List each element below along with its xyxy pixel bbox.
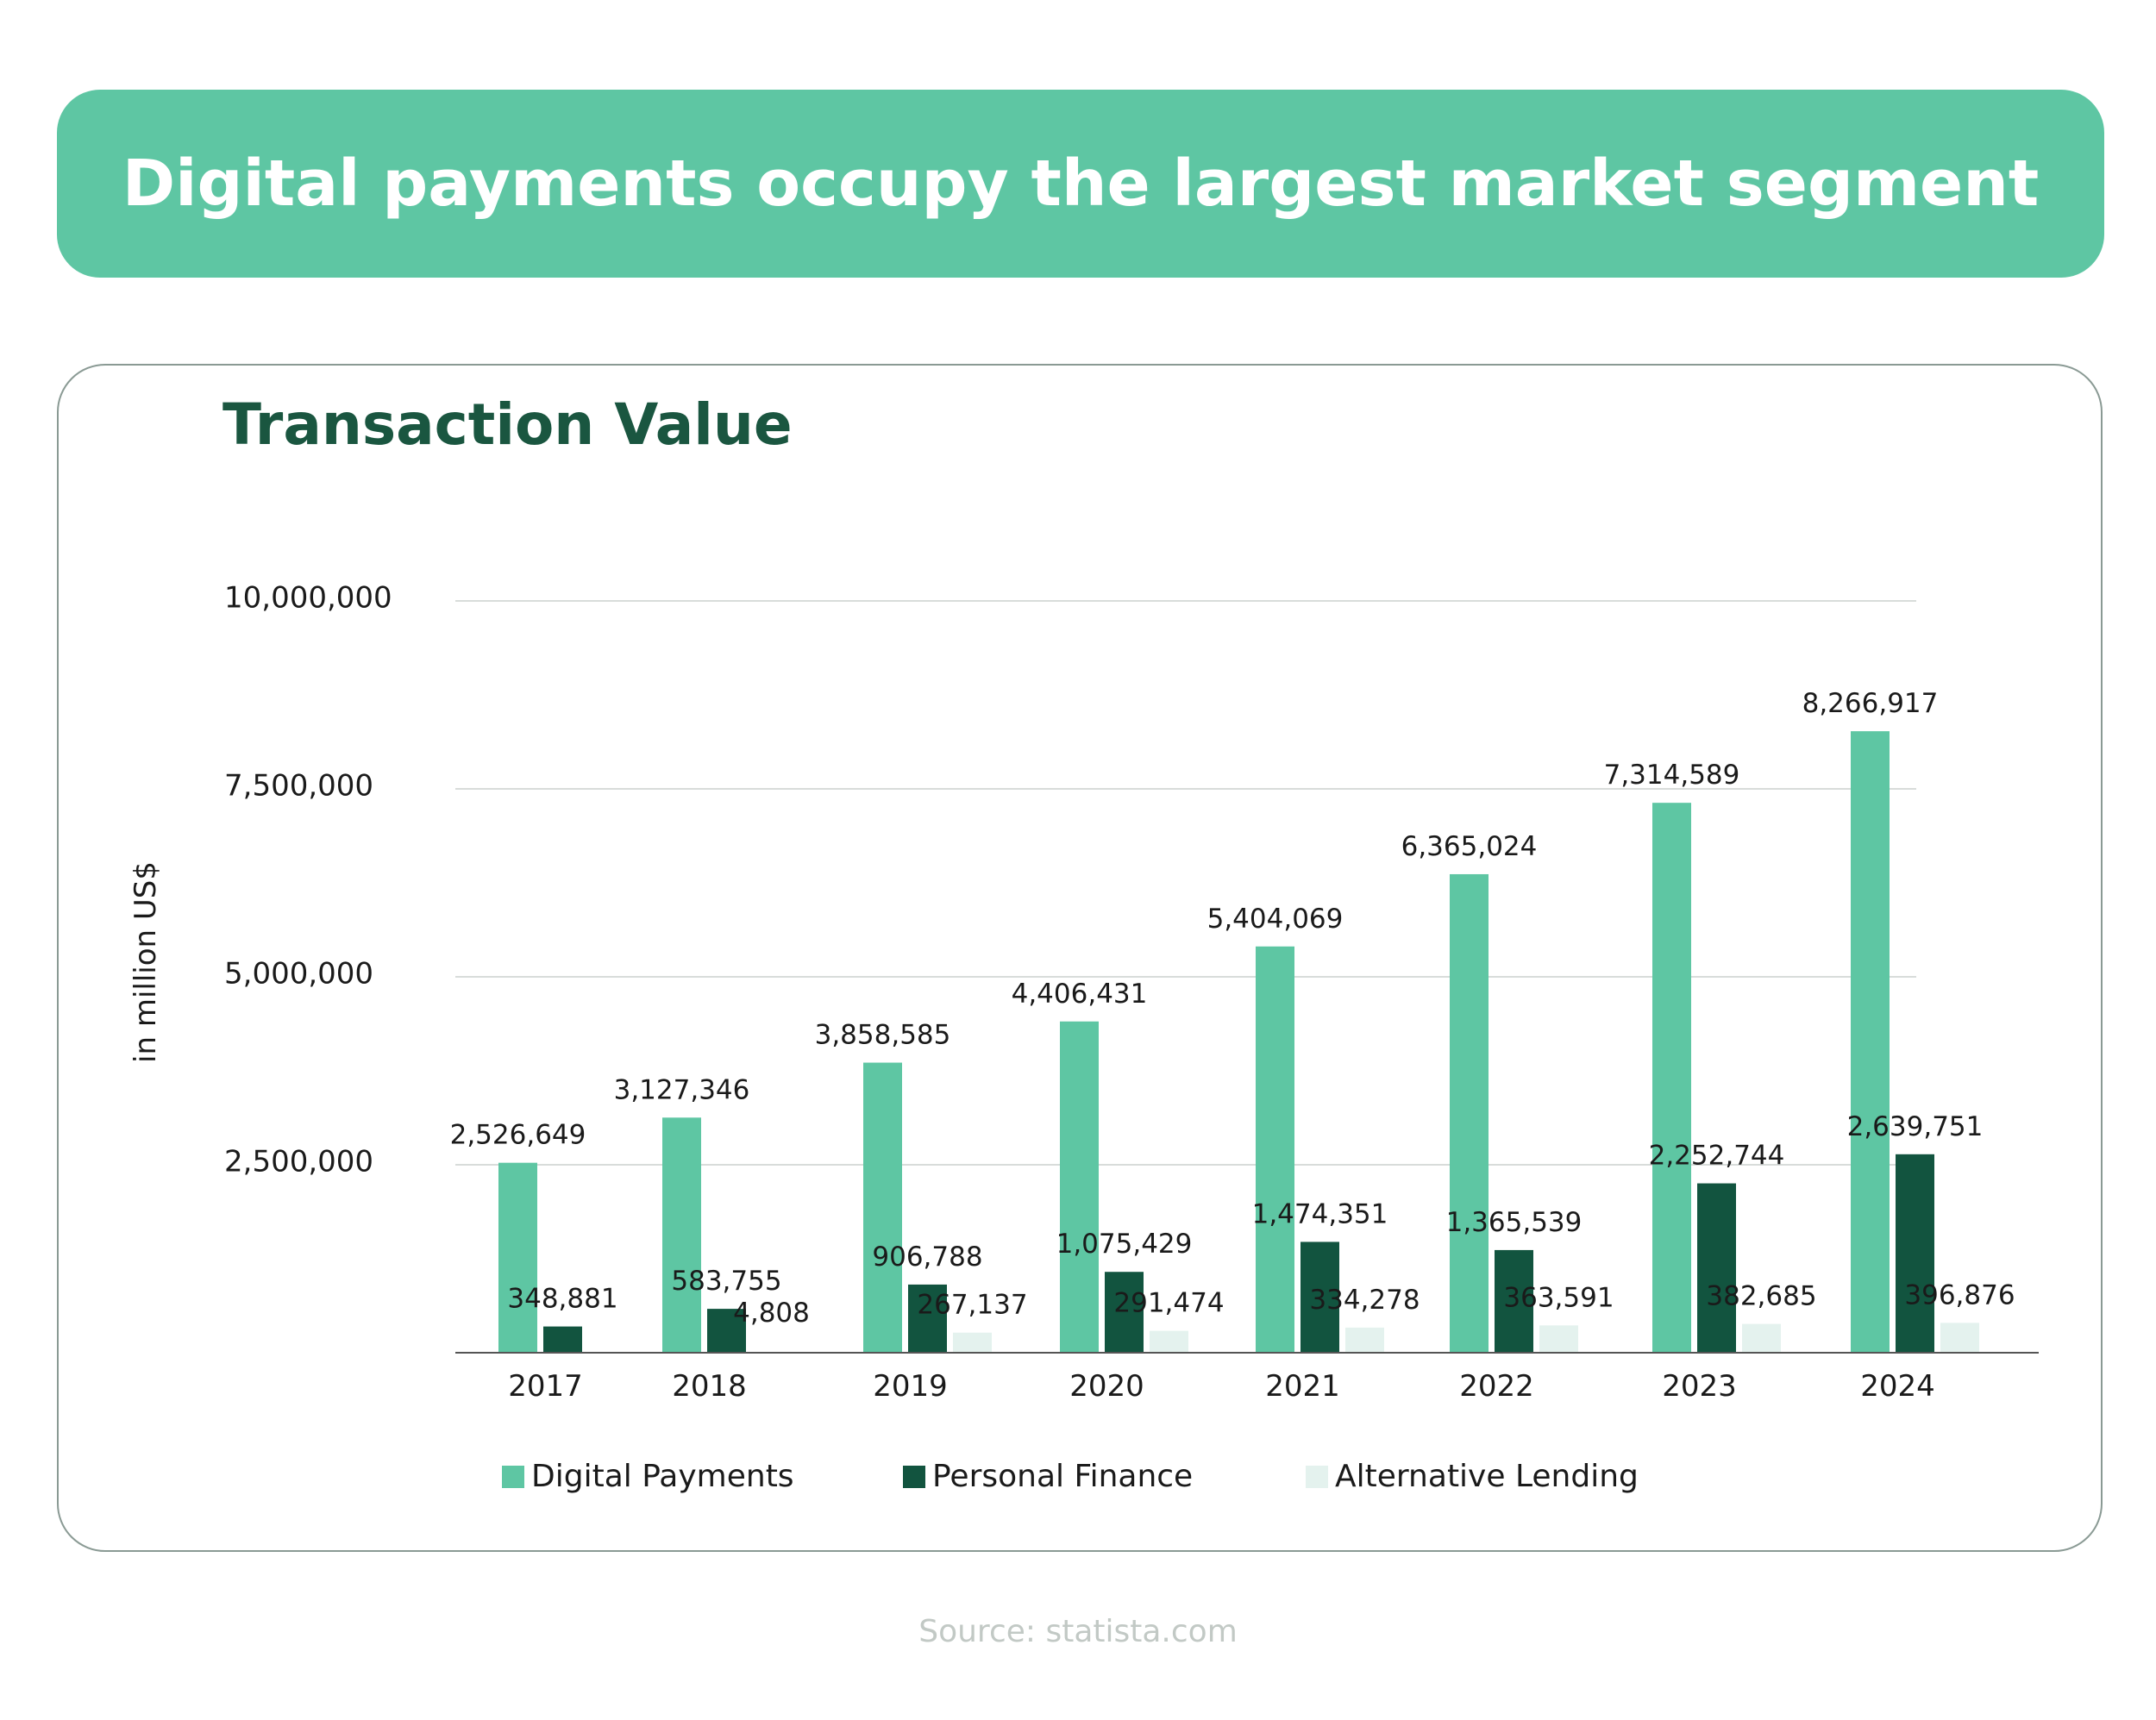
- chart-card: Transaction Value 2,500,000 5,000,000 7,50…: [57, 364, 2103, 1552]
- bar-digital-payments: [662, 1117, 701, 1353]
- bar-chart: 2,500,000 5,000,000 7,500,000 10,000,000 in …: [128, 581, 2039, 1494]
- x-tick-label: 2017: [508, 1369, 583, 1404]
- bar-personal-finance: [1896, 1154, 1934, 1353]
- source-note: Source: statista.com: [918, 1614, 1238, 1649]
- chart-title: Transaction Value: [222, 391, 793, 458]
- bar-alternative-lending: [1345, 1327, 1384, 1353]
- bar-digital-payments: [1652, 803, 1691, 1353]
- bar-personal-finance: [707, 1309, 746, 1353]
- bar-personal-finance: [908, 1284, 947, 1353]
- data-label: 3,858,585: [815, 1020, 951, 1051]
- data-label: 4,406,431: [1012, 979, 1148, 1010]
- page-title: Digital payments occupy the largest mark…: [122, 147, 2040, 221]
- x-tick-label: 2021: [1265, 1369, 1340, 1404]
- data-label: 3,127,346: [614, 1074, 750, 1105]
- data-label: 267,137: [917, 1290, 1027, 1321]
- data-label: 6,365,024: [1401, 831, 1538, 862]
- bar-alternative-lending: [1742, 1323, 1781, 1353]
- data-label: 7,314,589: [1604, 760, 1740, 791]
- data-label: 583,755: [671, 1266, 781, 1297]
- data-label: 2,639,751: [1847, 1111, 1984, 1142]
- bar-digital-payments: [1060, 1021, 1099, 1353]
- bar-personal-finance: [1697, 1183, 1736, 1353]
- x-tick-label: 2020: [1069, 1369, 1144, 1404]
- legend-swatch: [502, 1466, 524, 1488]
- legend-label: Alternative Lending: [1335, 1459, 1639, 1494]
- bar-alternative-lending: [1940, 1323, 1979, 1353]
- data-label: 906,788: [872, 1242, 982, 1273]
- bar-digital-payments: [863, 1062, 902, 1353]
- data-label: 363,591: [1503, 1282, 1614, 1313]
- legend-label: Digital Payments: [531, 1459, 794, 1494]
- data-label: 1,075,429: [1056, 1229, 1193, 1260]
- data-label: 396,876: [1904, 1279, 2015, 1310]
- y-tick-label: 5,000,000: [224, 957, 373, 991]
- legend-swatch: [903, 1466, 925, 1488]
- bar-alternative-lending: [953, 1332, 992, 1353]
- data-label: 1,474,351: [1252, 1198, 1388, 1229]
- data-label: 8,266,917: [1802, 688, 1939, 719]
- x-tick-label: 2019: [873, 1369, 948, 1404]
- data-label: 1,365,539: [1446, 1207, 1583, 1238]
- data-label: 2,252,744: [1649, 1141, 1785, 1172]
- bar-digital-payments: [1851, 731, 1890, 1353]
- x-tick-label: 2024: [1860, 1369, 1935, 1404]
- data-label: 4,808: [733, 1298, 810, 1329]
- y-axis-title: in million US$: [128, 861, 163, 1063]
- x-tick-label: 2022: [1459, 1369, 1534, 1404]
- y-tick-label: 7,500,000: [224, 769, 373, 804]
- x-tick-label: 2018: [672, 1369, 747, 1404]
- bar-personal-finance: [1495, 1249, 1533, 1353]
- data-label: 5,404,069: [1207, 904, 1344, 935]
- data-label: 334,278: [1309, 1285, 1420, 1316]
- bar-digital-payments: [1450, 873, 1489, 1353]
- data-label: 348,881: [507, 1284, 617, 1315]
- bar-personal-finance: [543, 1326, 582, 1353]
- data-label: 2,526,649: [450, 1120, 586, 1151]
- y-tick-label: 2,500,000: [224, 1145, 373, 1179]
- legend-swatch: [1306, 1466, 1328, 1488]
- bar-digital-payments: [498, 1162, 537, 1353]
- legend-label: Personal Finance: [932, 1459, 1193, 1494]
- data-label: 291,474: [1113, 1288, 1224, 1319]
- bar-digital-payments: [1256, 946, 1294, 1353]
- y-tick-label: 10,000,000: [224, 581, 392, 616]
- x-tick-label: 2023: [1662, 1369, 1737, 1404]
- data-label: 382,685: [1706, 1281, 1816, 1312]
- header-banner: Digital payments occupy the largest mark…: [57, 90, 2104, 278]
- bar-alternative-lending: [1539, 1325, 1578, 1353]
- bar-personal-finance: [1300, 1242, 1339, 1353]
- bar-personal-finance: [1105, 1272, 1144, 1353]
- bar-alternative-lending: [1150, 1330, 1188, 1353]
